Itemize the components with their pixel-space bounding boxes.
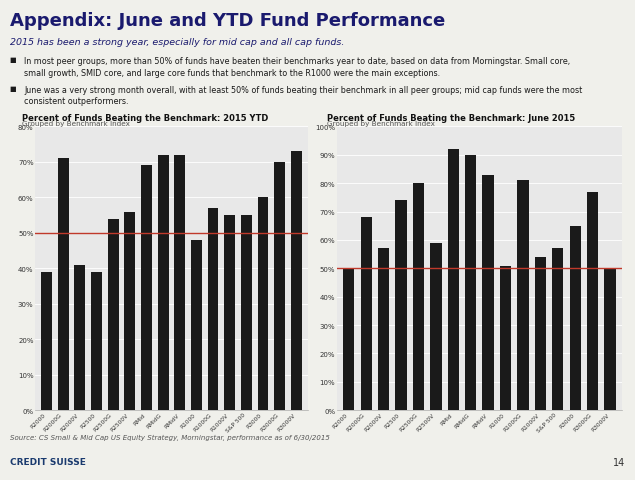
Bar [465,156,476,410]
Bar [448,150,459,410]
Text: ■: ■ [10,85,16,91]
Bar [291,152,302,410]
Bar [570,227,581,410]
Bar [361,218,372,410]
Bar [535,257,546,410]
Bar [141,166,152,410]
Bar [175,156,185,410]
Bar [74,265,85,410]
Bar [500,266,511,410]
Text: In most peer groups, more than 50% of funds have beaten their benchmarks year to: In most peer groups, more than 50% of fu… [24,57,570,77]
Bar [108,219,119,410]
Bar [378,249,389,410]
Bar [483,175,494,410]
Text: ■: ■ [10,57,16,62]
Bar [258,198,269,410]
Bar [274,163,285,410]
Text: Source: CS Small & Mid Cap US Equity Strategy, Morningstar, performance as of 6/: Source: CS Small & Mid Cap US Equity Str… [10,434,330,441]
Text: 14: 14 [613,457,625,467]
Bar [605,269,616,410]
Text: Grouped by Benchmark Index: Grouped by Benchmark Index [327,121,435,127]
Bar [587,192,598,410]
Bar [208,209,218,410]
Bar [157,156,168,410]
Bar [552,249,563,410]
Bar [396,201,406,410]
Text: 2015 has been a strong year, especially for mid cap and all cap funds.: 2015 has been a strong year, especially … [10,38,344,48]
Bar [58,159,69,410]
Text: Appendix: June and YTD Fund Performance: Appendix: June and YTD Fund Performance [10,12,444,30]
Text: Percent of Funds Beating the Benchmark: June 2015: Percent of Funds Beating the Benchmark: … [327,114,575,123]
Bar [343,269,354,410]
Bar [124,212,135,410]
Bar [430,243,441,410]
Bar [91,272,102,410]
Text: Grouped by Benchmark Index: Grouped by Benchmark Index [22,121,130,127]
Bar [241,216,252,410]
Bar [518,181,529,410]
Bar [413,184,424,410]
Bar [191,240,202,410]
Text: June was a very strong month overall, with at least 50% of funds beating their b: June was a very strong month overall, wi… [24,85,582,106]
Text: Percent of Funds Beating the Benchmark: 2015 YTD: Percent of Funds Beating the Benchmark: … [22,114,269,123]
Bar [41,272,52,410]
Bar [224,216,235,410]
Text: CREDIT SUISSE: CREDIT SUISSE [10,457,85,466]
